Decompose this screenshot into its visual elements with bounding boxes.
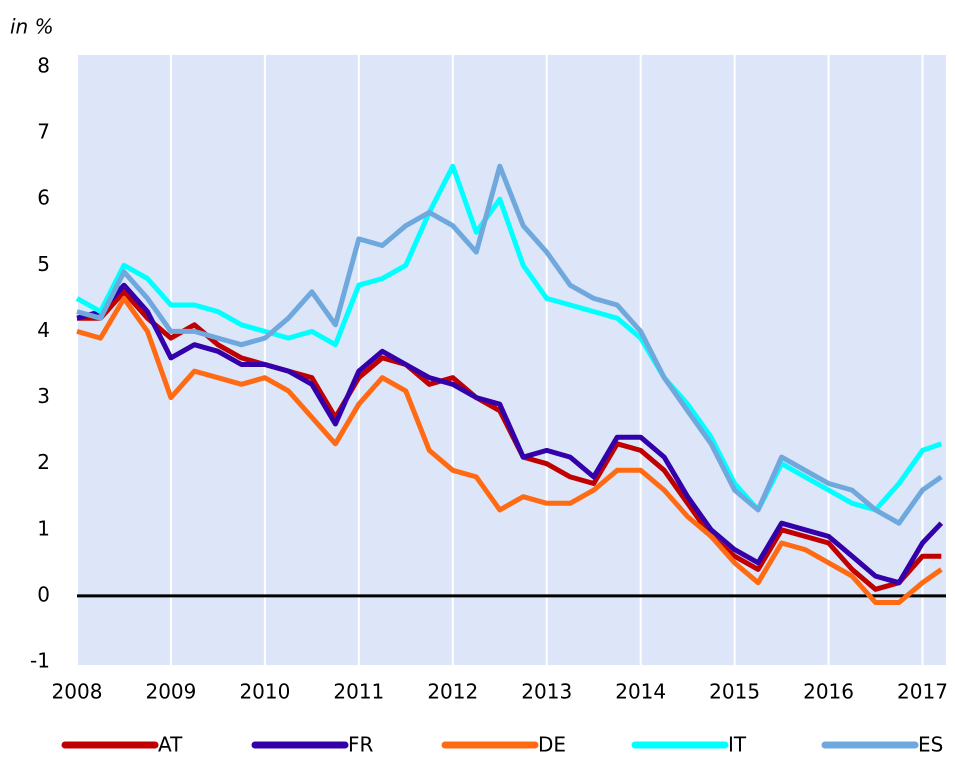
y-tick-label: 3 [37, 384, 50, 408]
y-tick-label: 7 [37, 120, 50, 144]
y-tick-label: 0 [37, 582, 50, 606]
series-line [76, 295, 943, 605]
x-tick-label: 2016 [803, 680, 854, 704]
series-line [76, 282, 944, 586]
legend-label: IT [728, 733, 747, 757]
y-tick-label: 1 [37, 516, 50, 540]
y-tick-label: 6 [37, 186, 50, 210]
legend-label: DE [538, 733, 566, 757]
x-tick-label: 2014 [615, 680, 666, 704]
plot-background [77, 55, 946, 665]
x-tick-label: 2011 [333, 680, 384, 704]
y-tick-label: 5 [37, 252, 50, 276]
x-tick-label: 2017 [897, 680, 948, 704]
y-axis-label: in % [10, 15, 54, 39]
series-line [76, 163, 943, 526]
legend-label: ES [918, 733, 943, 757]
legend-label: AT [158, 733, 183, 757]
y-tick-label: 8 [37, 54, 50, 78]
x-tick-label: 2013 [521, 680, 572, 704]
y-tick-label: 2 [37, 450, 50, 474]
legend-label: FR [348, 733, 374, 757]
y-tick-label: -1 [30, 649, 50, 673]
x-tick-label: 2009 [145, 680, 196, 704]
y-tick-label: 4 [37, 318, 50, 342]
series-line [75, 163, 943, 513]
x-tick-label: 2015 [709, 680, 760, 704]
x-tick-label: 2012 [427, 680, 478, 704]
x-tick-label: 2010 [239, 680, 290, 704]
x-tick-label: 2008 [52, 680, 103, 704]
